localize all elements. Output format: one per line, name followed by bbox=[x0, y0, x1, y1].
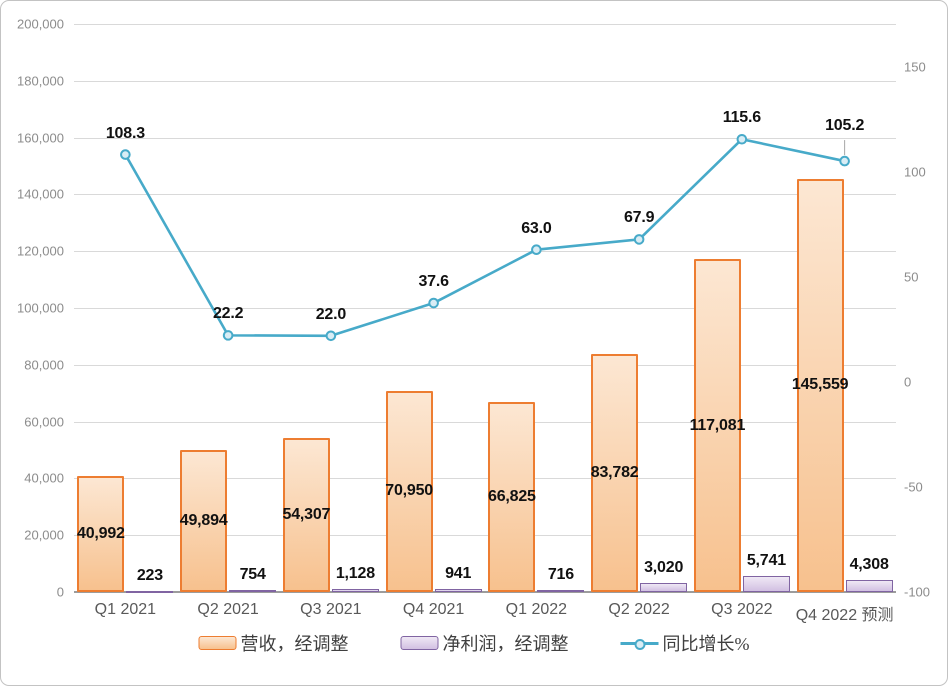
revenue-value-label: 83,782 bbox=[590, 464, 639, 482]
y-axis-tick-left: 40,000 bbox=[24, 470, 64, 486]
growth-line-swatch-icon bbox=[620, 636, 659, 650]
revenue-bar bbox=[282, 437, 330, 592]
gridline bbox=[74, 24, 896, 25]
net-profit-value-label: 941 bbox=[445, 565, 472, 583]
gridline bbox=[74, 478, 896, 480]
y-axis-tick-right: 0 bbox=[904, 374, 912, 390]
gridline bbox=[74, 364, 896, 366]
growth-point-label: 37.6 bbox=[418, 273, 449, 291]
growth-point-label: 63.0 bbox=[521, 219, 552, 237]
revenue-bar bbox=[385, 390, 433, 592]
y-axis-tick-left: 160,000 bbox=[17, 130, 64, 146]
revenue-value-label: 145,559 bbox=[791, 376, 849, 394]
y-axis-tick-left: 140,000 bbox=[17, 186, 64, 202]
revenue-value-label: 54,307 bbox=[282, 505, 331, 523]
net-profit-bar bbox=[126, 590, 174, 593]
growth-line-marker bbox=[633, 234, 645, 245]
category-label: Q1 2021 bbox=[94, 601, 157, 618]
growth-point-label: 105.2 bbox=[825, 117, 865, 135]
y-axis-tick-right: 100 bbox=[904, 164, 926, 180]
revenue-value-label: 66,825 bbox=[488, 488, 536, 506]
revenue-value-label: 49,894 bbox=[179, 512, 228, 530]
revenue-swatch-icon bbox=[198, 636, 237, 650]
legend: 营收，经调整 净利润，经调整 同比增长% bbox=[198, 630, 750, 656]
legend-item-revenue: 营收，经调整 bbox=[198, 630, 349, 656]
gridline bbox=[74, 421, 896, 423]
category-label: Q3 2022 bbox=[711, 601, 773, 618]
y-axis-tick-left: 0 bbox=[56, 584, 64, 600]
category-label: Q1 2022 bbox=[505, 601, 568, 618]
net-profit-value-label: 1,128 bbox=[335, 564, 375, 582]
growth-line-marker bbox=[428, 297, 439, 309]
gridline bbox=[74, 194, 896, 196]
legend-label-revenue: 营收，经调整 bbox=[240, 634, 349, 654]
growth-point-label: 108.3 bbox=[105, 124, 145, 142]
category-label: Q2 2021 bbox=[197, 601, 259, 618]
y-axis-tick-right: 150 bbox=[904, 59, 926, 75]
y-axis-tick-right: -50 bbox=[904, 479, 923, 495]
x-axis-line bbox=[74, 591, 896, 593]
growth-line-marker bbox=[839, 155, 850, 167]
net-profit-value-label: 4,308 bbox=[849, 555, 889, 573]
growth-point-label: 115.6 bbox=[722, 109, 761, 127]
growth-line-marker bbox=[325, 330, 337, 342]
net-profit-bar bbox=[331, 588, 379, 592]
growth-point-label: 22.0 bbox=[315, 305, 347, 323]
y-axis-tick-left: 120,000 bbox=[17, 243, 64, 259]
net-profit-swatch-icon bbox=[400, 636, 439, 650]
revenue-bar bbox=[591, 354, 639, 592]
y-axis-tick-left: 180,000 bbox=[17, 73, 64, 89]
legend-label-growth: 同比增长% bbox=[662, 634, 750, 654]
growth-line-marker bbox=[736, 133, 748, 145]
category-label: Q4 2022 预测 bbox=[795, 607, 894, 624]
growth-line-marker bbox=[222, 330, 234, 341]
y-axis-tick-left: 200,000 bbox=[17, 16, 64, 32]
y-axis-tick-right: -100 bbox=[904, 584, 931, 600]
revenue-bar bbox=[180, 450, 228, 592]
y-axis-tick-right: 50 bbox=[904, 269, 919, 285]
net-profit-bar bbox=[537, 589, 585, 592]
revenue-bar bbox=[488, 402, 536, 592]
net-profit-value-label: 3,020 bbox=[644, 559, 684, 577]
legend-item-net-profit: 净利润，经调整 bbox=[400, 630, 569, 656]
gridline bbox=[74, 137, 896, 139]
gridline bbox=[74, 535, 896, 537]
net-profit-value-label: 5,741 bbox=[746, 551, 786, 569]
revenue-value-label: 70,950 bbox=[385, 482, 433, 500]
y-axis-tick-left: 100,000 bbox=[17, 300, 64, 316]
growth-line-marker bbox=[531, 244, 542, 255]
gridline bbox=[74, 308, 896, 309]
legend-item-growth: 同比增长% bbox=[620, 630, 750, 656]
net-profit-bar bbox=[229, 589, 277, 592]
growth-line-marker bbox=[120, 149, 131, 160]
revenue-bar bbox=[77, 475, 125, 592]
net-profit-value-label: 223 bbox=[136, 566, 163, 584]
revenue-value-label: 117,081 bbox=[689, 416, 746, 434]
legend-label-net-profit: 净利润，经调整 bbox=[442, 634, 569, 654]
net-profit-bar bbox=[845, 579, 893, 592]
growth-point-label: 67.9 bbox=[623, 209, 655, 227]
revenue-value-label: 40,992 bbox=[77, 524, 125, 542]
net-profit-bar bbox=[742, 575, 790, 592]
net-profit-value-label: 754 bbox=[239, 565, 266, 583]
net-profit-bar bbox=[434, 589, 482, 592]
net-profit-bar bbox=[640, 583, 688, 592]
gridline bbox=[74, 251, 896, 253]
category-label: Q2 2022 bbox=[608, 601, 670, 618]
category-label: Q3 2021 bbox=[300, 601, 362, 618]
y-axis-tick-left: 20,000 bbox=[24, 527, 64, 543]
growth-point-label: 22.2 bbox=[212, 305, 244, 323]
category-label: Q4 2021 bbox=[402, 601, 465, 618]
y-axis-tick-left: 60,000 bbox=[24, 414, 64, 430]
net-profit-value-label: 716 bbox=[547, 565, 574, 583]
gridline bbox=[74, 80, 896, 82]
y-axis-tick-left: 80,000 bbox=[24, 357, 64, 373]
